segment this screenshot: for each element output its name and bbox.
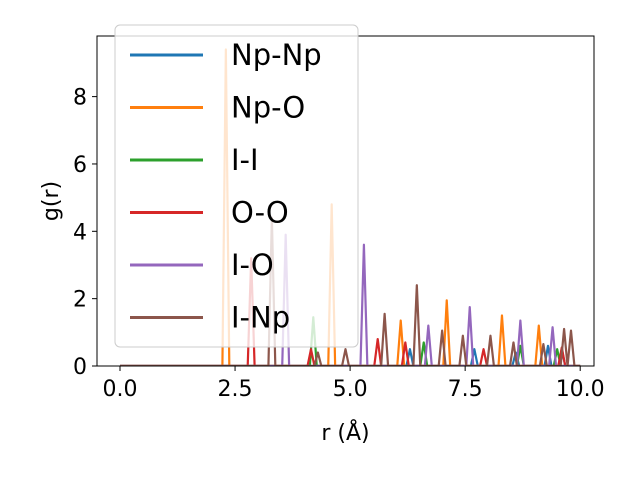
- x-tick-label: 2.5: [218, 377, 253, 402]
- legend-box: [114, 24, 359, 348]
- legend-label: I-Np: [231, 301, 290, 335]
- legend: Np-Np Np-O I-I O-O I-O I-Np: [114, 24, 359, 348]
- legend-label: Np-O: [231, 91, 305, 125]
- y-axis-label: g(r): [39, 181, 64, 221]
- axis-ticks: 0.0 2.5 5.0 7.5 10.0 0 2 4 6 8: [73, 86, 605, 402]
- legend-entry: I-I: [130, 143, 259, 177]
- x-tick-label: 10.0: [556, 377, 605, 402]
- legend-entry: I-Np: [130, 301, 290, 335]
- x-tick-label: 5.0: [333, 377, 368, 402]
- legend-entry: O-O: [130, 196, 289, 230]
- legend-label: I-O: [231, 248, 274, 282]
- legend-label: O-O: [231, 196, 289, 230]
- legend-entry: I-O: [130, 248, 274, 282]
- legend-entry: Np-Np: [130, 38, 322, 72]
- legend-entry: Np-O: [130, 91, 305, 125]
- y-tick-label: 6: [73, 153, 87, 178]
- y-tick-label: 8: [73, 86, 87, 111]
- x-tick-label: 7.5: [448, 377, 483, 402]
- y-tick-label: 0: [73, 355, 87, 380]
- y-tick-label: 2: [73, 288, 87, 313]
- y-tick-label: 4: [73, 220, 87, 245]
- x-axis-label: r (Å): [321, 419, 369, 446]
- legend-label: Np-Np: [231, 38, 322, 72]
- x-tick-label: 0.0: [103, 377, 138, 402]
- legend-label: I-I: [231, 143, 259, 177]
